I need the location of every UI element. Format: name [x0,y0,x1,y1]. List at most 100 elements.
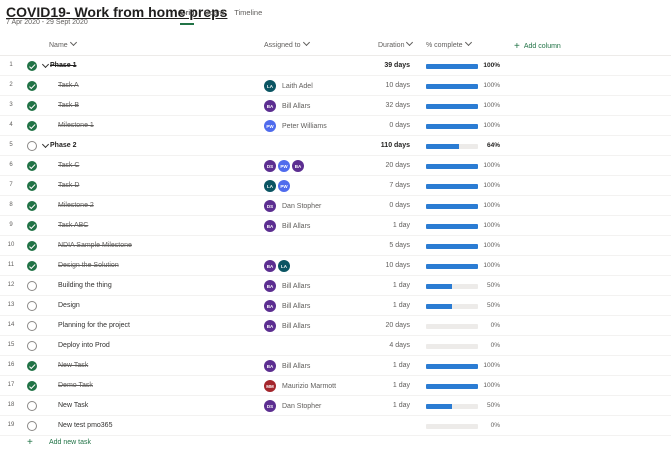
tab-grid[interactable]: Grid [180,8,195,25]
completed-check-icon[interactable] [27,121,37,131]
completed-check-icon[interactable] [27,261,37,271]
incomplete-circle-icon[interactable] [27,301,37,311]
progress-bar[interactable] [426,104,478,109]
duration-cell[interactable]: 1 day [392,362,410,369]
task-row[interactable]: 15 Deploy into Prod 4 days 0% [0,336,671,356]
task-name[interactable]: Milestone 2 [58,202,94,209]
task-name[interactable]: New test pmo365 [58,422,113,429]
progress-bar[interactable] [426,144,478,149]
task-name[interactable]: NDIA Sample Milestone [58,242,132,249]
column-duration-header[interactable]: Duration [378,38,414,49]
incomplete-circle-icon[interactable] [27,141,37,151]
task-name[interactable]: Phase 2 [50,142,77,149]
assigned-to-cell[interactable]: BA LA [264,259,292,273]
task-name[interactable]: Design the Solution [58,262,119,269]
assigned-to-cell[interactable]: LA PW [264,179,292,193]
task-name[interactable]: Task ABC [58,222,89,229]
task-name[interactable]: Demo Task [58,382,93,389]
assigned-to-cell[interactable]: DS Dan Stopher [264,399,321,413]
task-row[interactable]: 3 Task B BA Bill Allars 32 days 100% [0,96,671,116]
assigned-to-cell[interactable]: BA Bill Allars [264,319,310,333]
progress-bar[interactable] [426,344,478,349]
assigned-to-cell[interactable]: MM Maurizio Marmott [264,379,336,393]
task-row[interactable]: 2 Task A LA Laith Adel 10 days 100% [0,76,671,96]
progress-bar[interactable] [426,244,478,249]
completed-check-icon[interactable] [27,161,37,171]
assigned-to-cell[interactable]: DS Dan Stopher [264,199,321,213]
add-task-button[interactable]: + Add new task [0,436,671,450]
task-row[interactable]: 4 Milestone 1 PW Peter Williams 0 days 100% [0,116,671,136]
phase-row[interactable]: 1 Phase 1 39 days 100% [0,56,671,76]
duration-cell[interactable]: 1 day [392,222,410,229]
task-name[interactable]: Task B [58,102,80,109]
duration-cell[interactable]: 1 day [392,302,410,309]
task-name[interactable]: Design [58,302,80,309]
add-column-button[interactable]: + Add column [514,40,561,52]
column-name-header[interactable]: Name [49,38,77,49]
tab-timeline[interactable]: Timeline [234,8,263,17]
assigned-to-cell[interactable]: BA Bill Allars [264,299,310,313]
progress-bar[interactable] [426,284,478,289]
incomplete-circle-icon[interactable] [27,421,37,431]
task-row[interactable]: 17 Demo Task MM Maurizio Marmott 1 day 100% [0,376,671,396]
progress-bar[interactable] [426,364,478,369]
duration-cell[interactable]: 20 days [385,162,410,169]
task-row[interactable]: 7 Task D LA PW 7 days 100% [0,176,671,196]
duration-cell[interactable]: 110 days [380,142,410,149]
task-row[interactable]: 10 NDIA Sample Milestone 5 days 100% [0,236,671,256]
duration-cell[interactable]: 1 day [392,282,410,289]
task-name[interactable]: Task C [58,162,80,169]
progress-bar[interactable] [426,324,478,329]
progress-bar[interactable] [426,204,478,209]
chevron-down-icon[interactable] [41,60,50,69]
progress-bar[interactable] [426,164,478,169]
progress-bar[interactable] [426,124,478,129]
completed-check-icon[interactable] [27,101,37,111]
task-row[interactable]: 14 Planning for the project BA Bill Allars 2… [0,316,671,336]
completed-check-icon[interactable] [27,61,37,71]
completed-check-icon[interactable] [27,381,37,391]
task-row[interactable]: 19 New test pmo365 0% [0,416,671,436]
duration-cell[interactable]: 39 days [384,62,410,69]
phase-row[interactable]: 5 Phase 2 110 days 64% [0,136,671,156]
task-name[interactable]: New Task [58,362,89,369]
project-title[interactable]: COVID19- Work from home preps [6,4,228,20]
duration-cell[interactable]: 10 days [385,262,410,269]
progress-bar[interactable] [426,404,478,409]
duration-cell[interactable]: 32 days [385,102,410,109]
task-name[interactable]: Milestone 1 [58,122,94,129]
duration-cell[interactable]: 7 days [389,182,410,189]
assigned-to-cell[interactable]: DS PW BA [264,159,306,173]
incomplete-circle-icon[interactable] [27,341,37,351]
task-row[interactable]: 12 Building the thing BA Bill Allars 1 day 50… [0,276,671,296]
duration-cell[interactable]: 1 day [392,382,410,389]
column-percent-header[interactable]: % complete [426,38,472,49]
task-name[interactable]: Deploy into Prod [58,342,110,349]
incomplete-circle-icon[interactable] [27,321,37,331]
assigned-to-cell[interactable]: LA Laith Adel [264,79,313,93]
task-name[interactable]: Phase 1 [50,62,77,69]
progress-bar[interactable] [426,264,478,269]
progress-bar[interactable] [426,224,478,229]
duration-cell[interactable]: 10 days [385,82,410,89]
completed-check-icon[interactable] [27,221,37,231]
progress-bar[interactable] [426,84,478,89]
duration-cell[interactable]: 4 days [389,342,410,349]
task-name[interactable]: New Task [58,402,89,409]
completed-check-icon[interactable] [27,361,37,371]
column-assigned-header[interactable]: Assigned to [264,38,310,49]
task-row[interactable]: 9 Task ABC BA Bill Allars 1 day 100% [0,216,671,236]
task-name[interactable]: Building the thing [58,282,112,289]
incomplete-circle-icon[interactable] [27,401,37,411]
progress-bar[interactable] [426,64,478,69]
task-name[interactable]: Task D [58,182,80,189]
task-row[interactable]: 16 New Task BA Bill Allars 1 day 100% [0,356,671,376]
task-row[interactable]: 11 Design the Solution BA LA 10 days 100% [0,256,671,276]
completed-check-icon[interactable] [27,181,37,191]
tab-board[interactable]: Board [204,8,225,17]
assigned-to-cell[interactable]: BA Bill Allars [264,279,310,293]
progress-bar[interactable] [426,184,478,189]
task-row[interactable]: 8 Milestone 2 DS Dan Stopher 0 days 100% [0,196,671,216]
assigned-to-cell[interactable]: BA Bill Allars [264,359,310,373]
progress-bar[interactable] [426,424,478,429]
